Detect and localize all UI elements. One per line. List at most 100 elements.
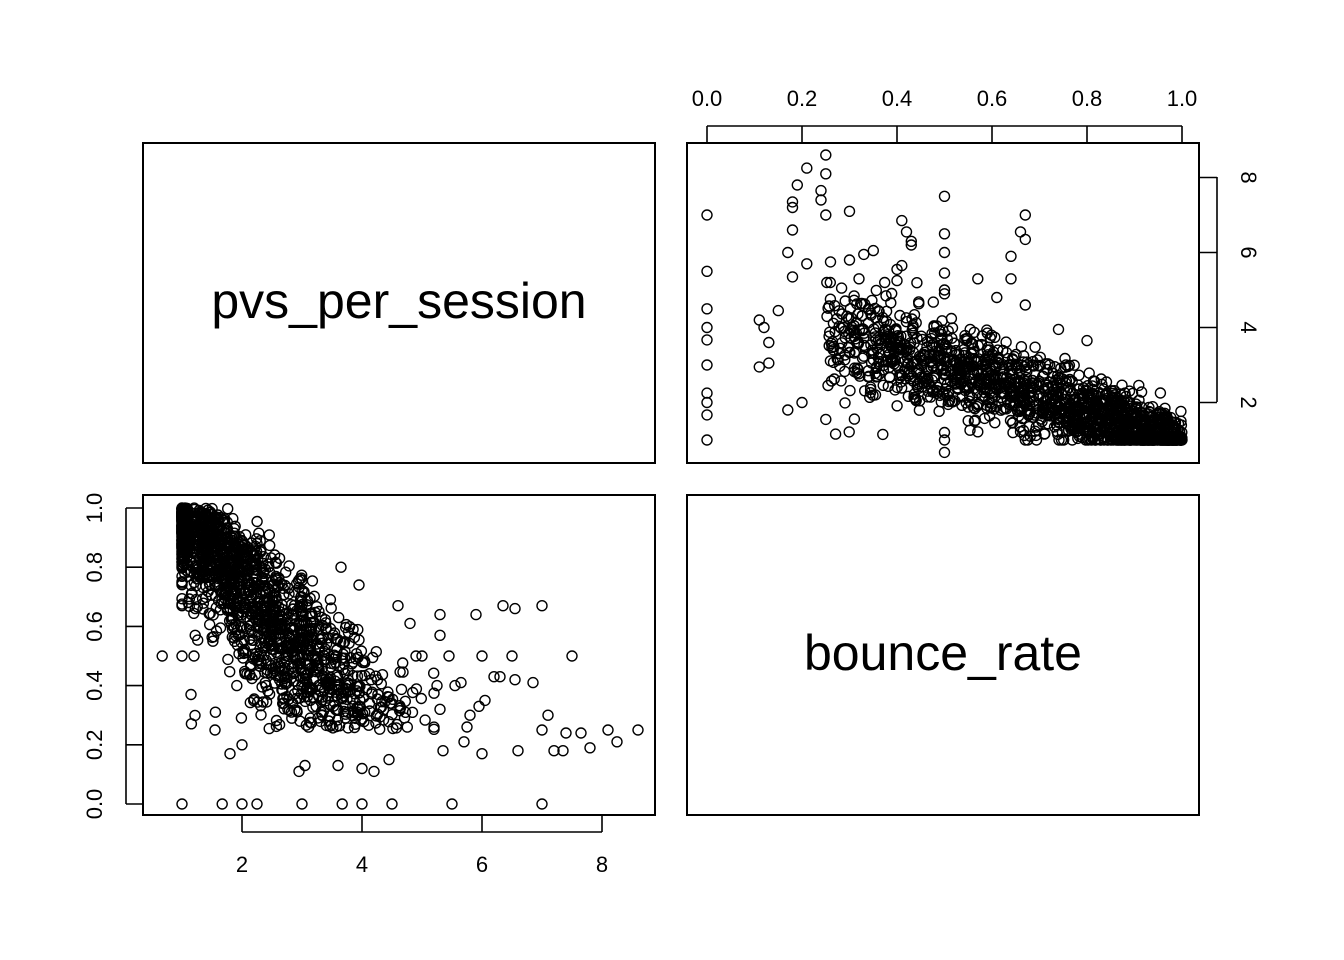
scatter-point: [188, 650, 200, 662]
scatter-point: [1063, 403, 1076, 415]
scatter-point: [262, 685, 274, 697]
scatter-point: [371, 693, 383, 705]
scatter-point: [270, 557, 283, 569]
scatter-point: [399, 695, 411, 707]
scatter-point: [274, 661, 287, 673]
scatter-point: [856, 352, 869, 364]
scatter-point: [265, 633, 277, 645]
scatter-point: [395, 683, 408, 696]
scatter-point: [434, 608, 446, 621]
scatter-point: [183, 593, 196, 605]
scatter-point: [308, 590, 320, 602]
scatter-point: [1019, 233, 1032, 246]
scatter-point: [870, 371, 882, 383]
scatter-point: [269, 603, 281, 615]
scatter-point: [235, 712, 248, 724]
scatter-point: [231, 679, 243, 692]
scatter-point: [796, 396, 808, 409]
scatter-point: [198, 525, 210, 537]
scatter-point: [843, 205, 856, 218]
scatter-point: [205, 516, 218, 529]
scatter-point: [820, 413, 832, 426]
scatter-point: [1082, 388, 1095, 400]
scatter-point: [185, 688, 197, 701]
scatter-point: [252, 622, 264, 634]
scatter-point: [834, 342, 846, 354]
scatter-point: [905, 239, 917, 251]
scatter-point: [200, 580, 212, 592]
right-tick-label: 6: [1236, 246, 1261, 258]
scatter-point: [1004, 365, 1016, 378]
scatter-point: [945, 312, 958, 325]
scatter-point: [1042, 358, 1054, 370]
scatter-point: [864, 381, 877, 393]
scatter-point: [1108, 401, 1120, 413]
scatter-point: [228, 548, 241, 560]
scatter-point: [509, 602, 521, 615]
scatter-point: [227, 612, 239, 624]
scatter-point: [986, 348, 998, 361]
scatter-point: [969, 402, 981, 415]
scatter-point: [238, 603, 251, 615]
scatter-point: [225, 613, 238, 626]
scatter-point: [527, 676, 539, 689]
scatter-point: [1089, 375, 1101, 388]
scatter-point: [1062, 360, 1074, 373]
scatter-point: [1175, 405, 1187, 418]
scatter-point: [196, 551, 209, 563]
scatter-point: [473, 700, 485, 712]
scatter-point: [207, 566, 220, 579]
scatter-point: [370, 717, 382, 729]
scatter-point: [305, 644, 317, 657]
scatter-point: [248, 693, 260, 705]
scatter-point: [827, 344, 839, 356]
left-tick-label: 0.8: [82, 552, 107, 583]
scatter-point: [536, 724, 548, 736]
scatter-point: [557, 745, 569, 757]
bottom-tick-label: 6: [476, 852, 488, 877]
scatter-point: [782, 246, 794, 259]
scatter-point: [880, 290, 892, 302]
scatter-point: [548, 745, 560, 757]
scatter-point: [479, 694, 491, 707]
scatter-point: [956, 360, 968, 372]
scatter-point: [222, 532, 234, 544]
scatter-point: [428, 667, 440, 679]
scatter-point: [288, 675, 300, 687]
scatter-point: [1033, 375, 1045, 388]
scatter-point: [392, 600, 404, 612]
scatter-point: [313, 620, 325, 632]
scatter-point: [437, 745, 449, 757]
scatter-point: [176, 570, 188, 582]
scatter-point: [294, 639, 307, 651]
scatter-point: [938, 426, 951, 439]
scatter-point: [1149, 433, 1161, 445]
scatter-point: [391, 718, 403, 731]
scatter-point: [219, 576, 231, 588]
scatter-point: [285, 706, 298, 718]
scatter-point: [611, 736, 623, 748]
scatter-point: [509, 674, 521, 686]
scatter-point: [156, 650, 168, 662]
scatter-point: [938, 288, 951, 300]
panel-top-left-frame: [142, 142, 656, 464]
scatter-point: [407, 686, 419, 699]
scatter-point: [986, 392, 998, 404]
scatter-point: [1119, 387, 1131, 399]
top-x-axis-ticks: 0.0 0.2 0.4 0.6 0.8 1.0: [692, 86, 1197, 143]
scatter-point: [824, 276, 836, 289]
scatter-point: [326, 683, 338, 696]
scatter-point: [978, 377, 990, 390]
scatter-point: [239, 598, 251, 611]
right-tick-label: 4: [1236, 321, 1261, 333]
scatter-point: [200, 591, 212, 603]
scatter-point: [275, 662, 288, 675]
scatter-point: [458, 736, 470, 748]
scatter-point: [374, 723, 386, 735]
scatter-point: [786, 224, 799, 236]
scatter-point: [210, 601, 223, 614]
scatter-point: [325, 602, 337, 614]
scatter-point: [966, 378, 978, 390]
scatter-point: [880, 305, 893, 317]
left-tick-label: 0.2: [82, 730, 107, 761]
